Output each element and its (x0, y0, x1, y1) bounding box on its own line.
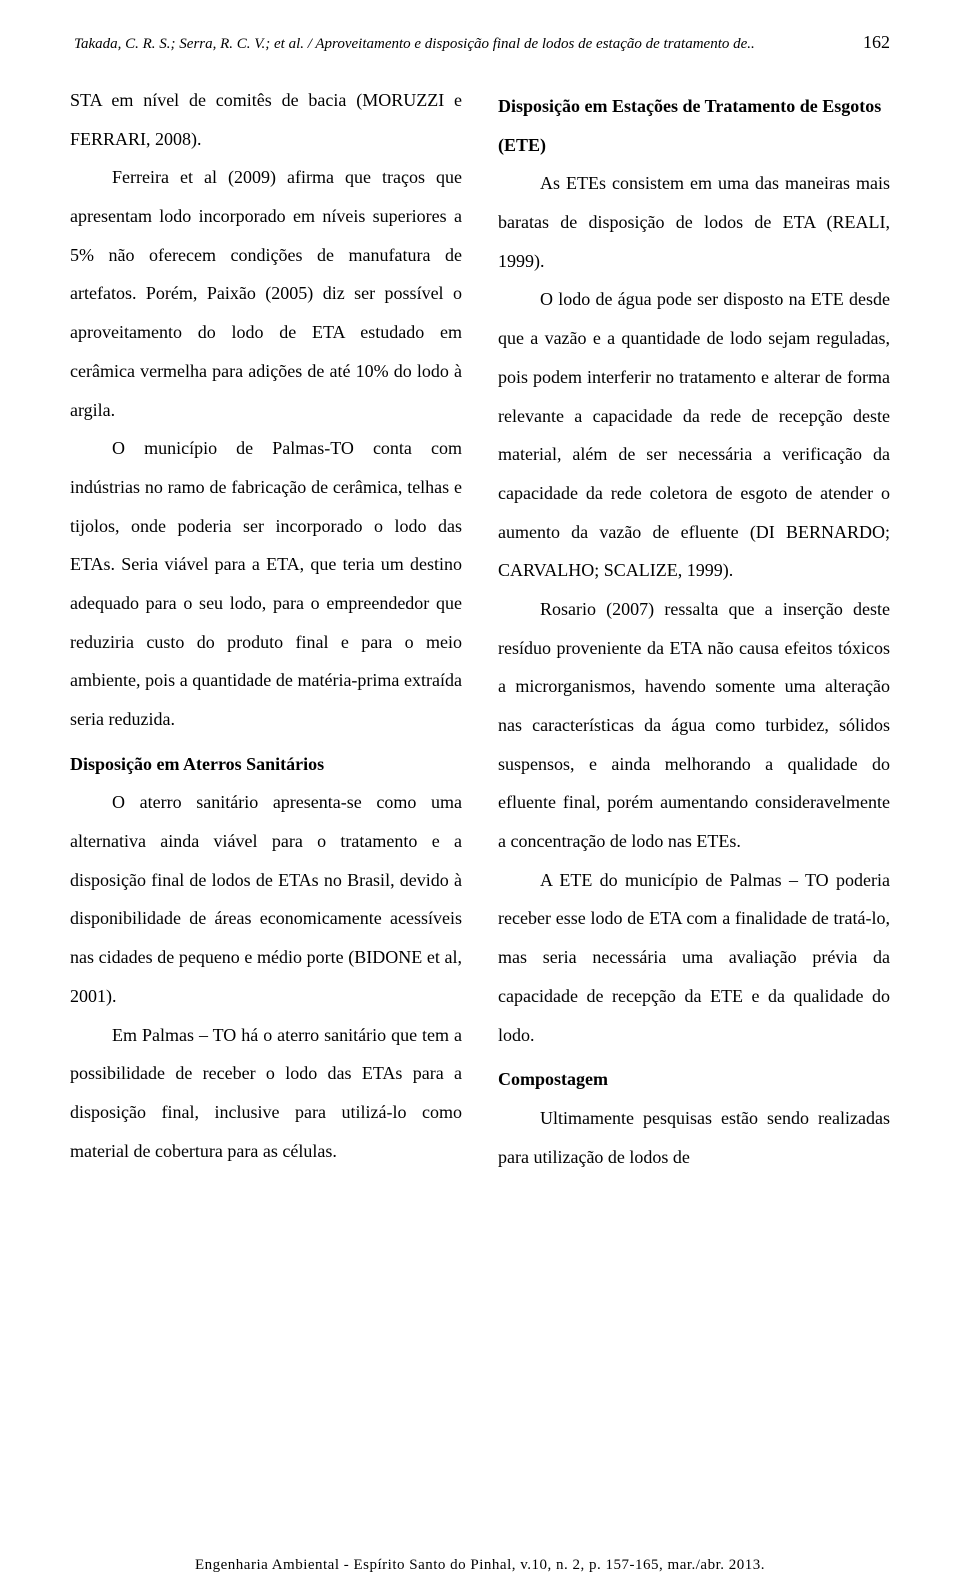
running-title: Takada, C. R. S.; Serra, R. C. V.; et al… (74, 36, 845, 53)
paragraph: Ultimamente pesquisas estão sendo realiz… (498, 1099, 890, 1176)
paragraph: Em Palmas – TO há o aterro sanitário que… (70, 1016, 462, 1171)
paragraph: O aterro sanitário apresenta-se como uma… (70, 783, 462, 1015)
section-heading: Compostagem (498, 1060, 890, 1099)
left-column: STA em nível de comitês de bacia (MORUZZ… (70, 81, 462, 1176)
right-column: Disposição em Estações de Tratamento de … (498, 81, 890, 1176)
paragraph: As ETEs consistem em uma das maneiras ma… (498, 164, 890, 280)
section-heading: Disposição em Aterros Sanitários (70, 745, 462, 784)
paragraph: O lodo de água pode ser disposto na ETE … (498, 280, 890, 590)
content-columns: STA em nível de comitês de bacia (MORUZZ… (70, 81, 890, 1176)
paragraph: Ferreira et al (2009) afirma que traços … (70, 158, 462, 429)
footer-citation: Engenharia Ambiental - Espírito Santo do… (0, 1557, 960, 1574)
paragraph: STA em nível de comitês de bacia (MORUZZ… (70, 81, 462, 158)
paragraph: Rosario (2007) ressalta que a inserção d… (498, 590, 890, 861)
paragraph: O município de Palmas-TO conta com indús… (70, 429, 462, 739)
running-header: Takada, C. R. S.; Serra, R. C. V.; et al… (70, 32, 890, 53)
page-number: 162 (863, 32, 890, 53)
section-heading: Disposição em Estações de Tratamento de … (498, 87, 890, 164)
paragraph: A ETE do município de Palmas – TO poderi… (498, 861, 890, 1054)
